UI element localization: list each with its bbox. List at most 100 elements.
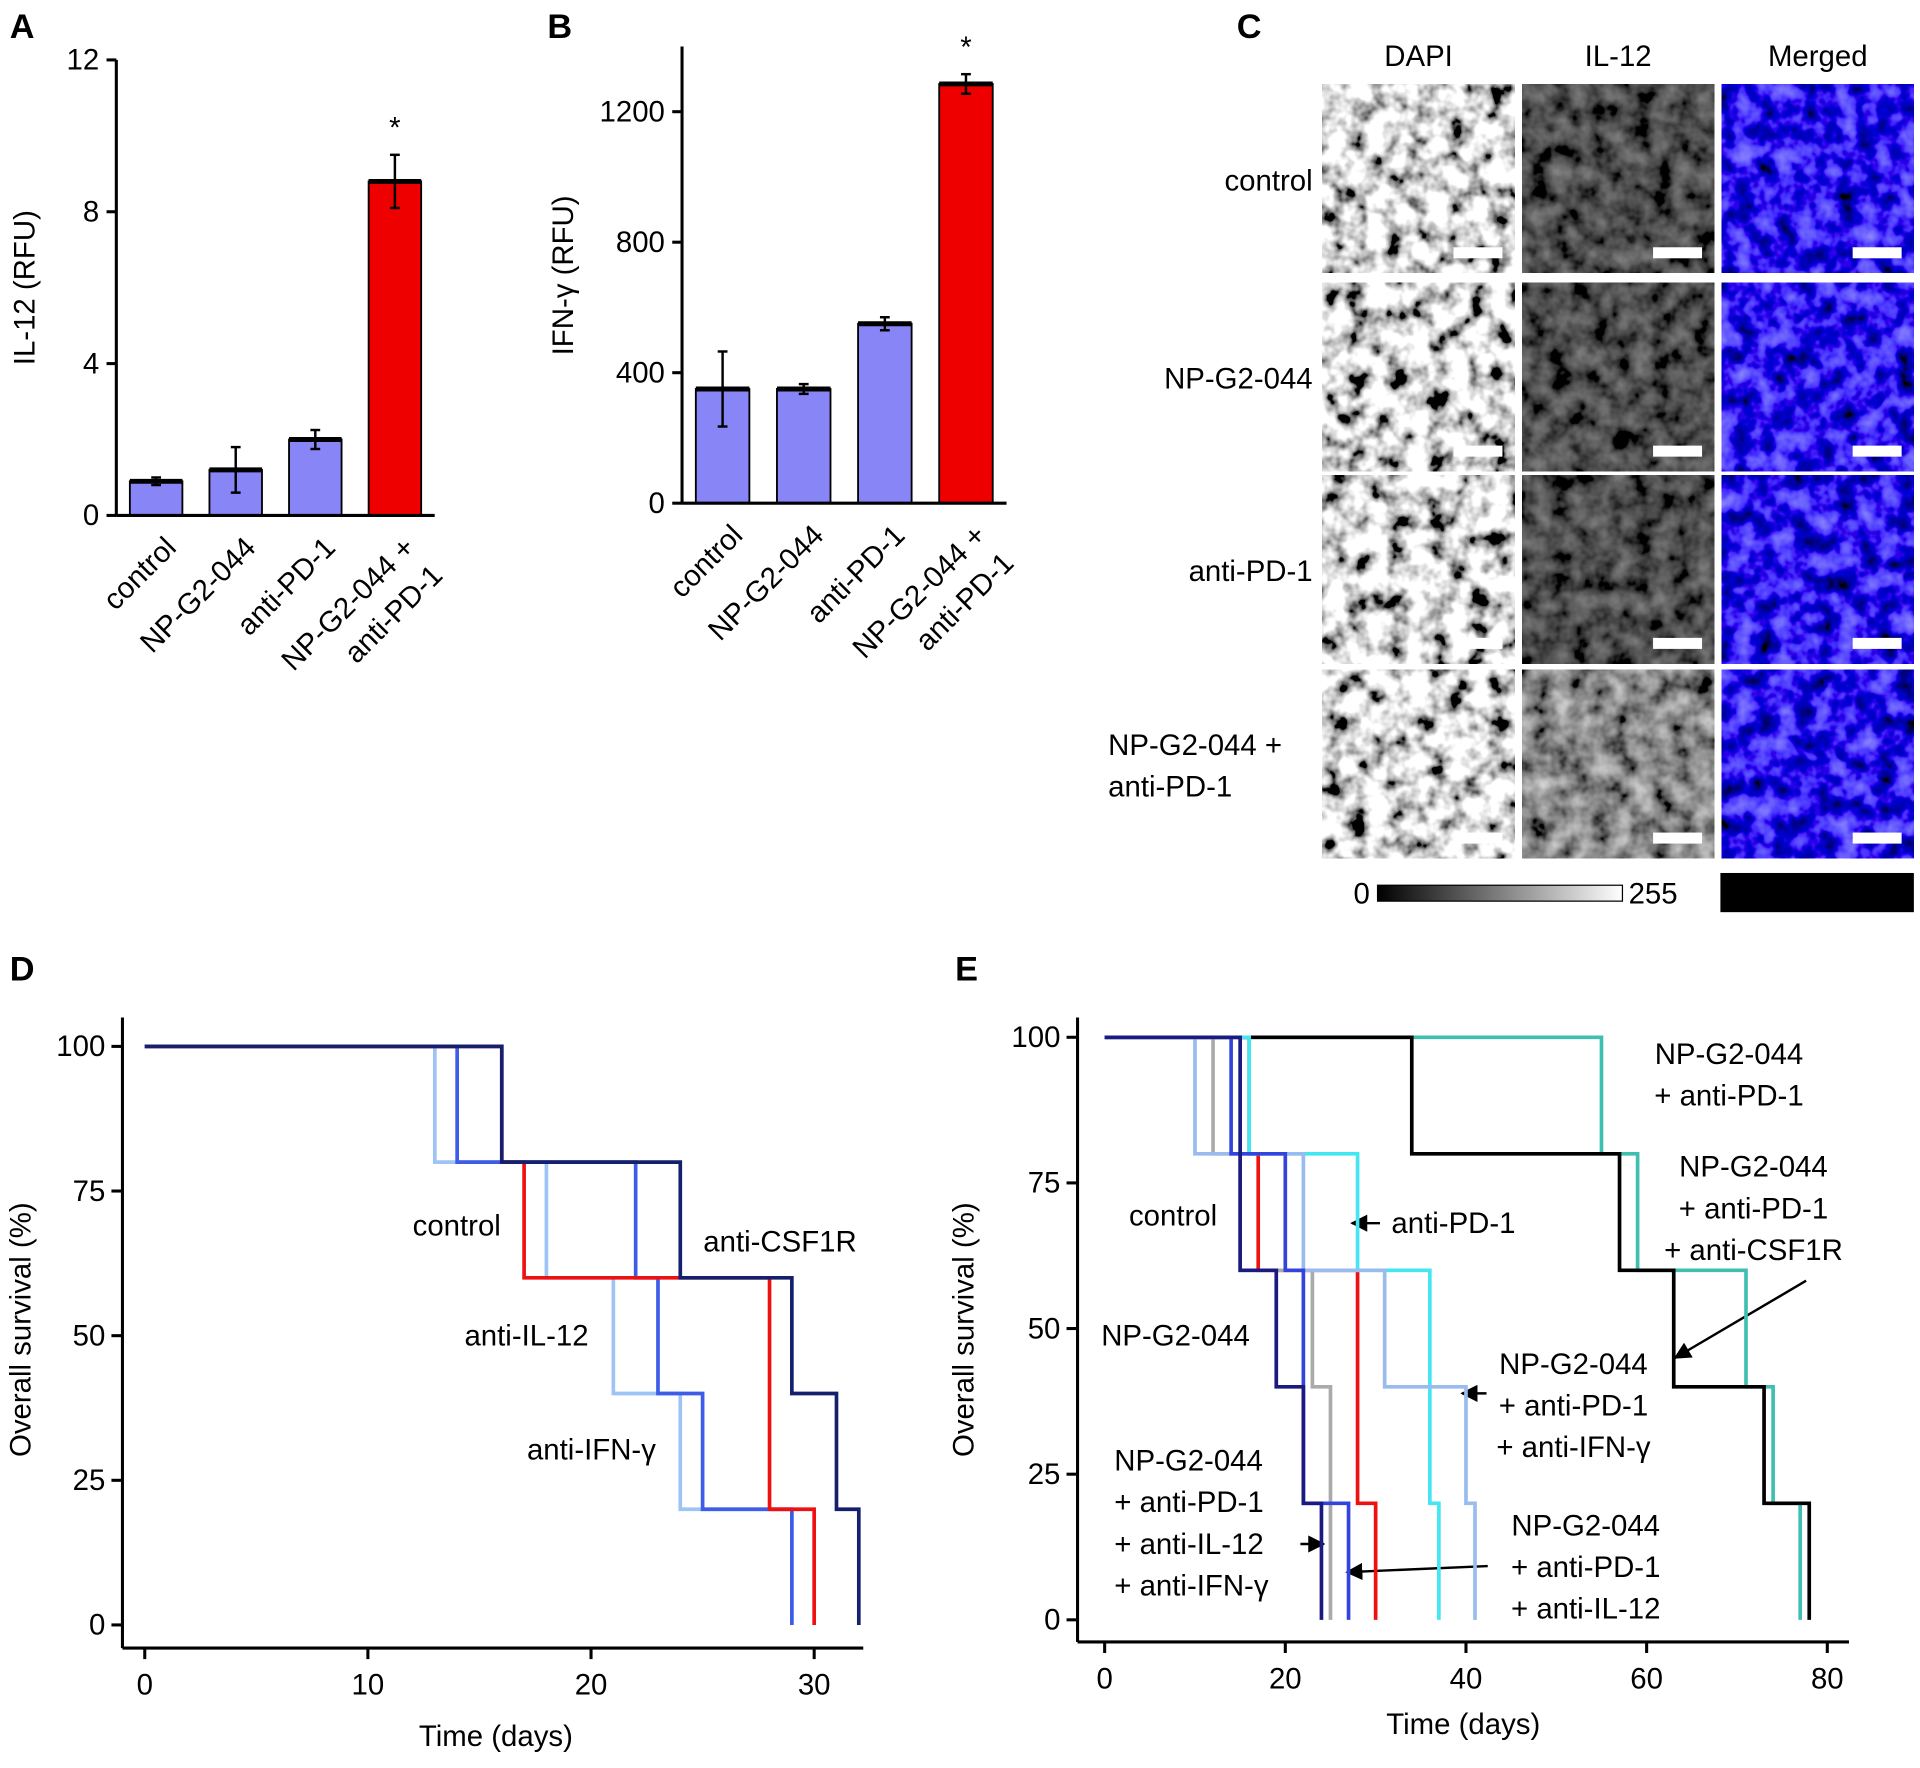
arrow xyxy=(1673,1279,1807,1359)
series-label: NP-G2-044 xyxy=(1655,1038,1804,1071)
micrograph xyxy=(1721,475,1914,664)
bar xyxy=(288,438,343,517)
bar xyxy=(367,180,423,517)
survival-line xyxy=(1104,1035,1812,1620)
column-header: DAPI xyxy=(1384,40,1453,73)
significance: * xyxy=(389,112,400,145)
legend-entry: IL-12 xyxy=(1831,878,1898,911)
bar xyxy=(776,388,832,505)
y-tick-label: 100 xyxy=(56,1030,105,1063)
series-label: + anti-PD-1 xyxy=(1511,1551,1660,1584)
scale-bar xyxy=(1852,445,1902,457)
y-axis-label: Overall survival (%) xyxy=(947,1202,980,1457)
scale-bar xyxy=(1453,445,1503,457)
scale-bar xyxy=(1453,832,1503,844)
series-label: anti-IFN-γ xyxy=(527,1434,656,1467)
micrograph xyxy=(1322,475,1515,664)
survival-line xyxy=(1104,1035,1324,1620)
micrograph xyxy=(1522,475,1715,664)
series-label: anti-CSF1R xyxy=(703,1225,856,1258)
micrograph xyxy=(1322,282,1515,472)
error-bar xyxy=(310,428,321,451)
y-tick-label: 25 xyxy=(73,1464,106,1497)
scale-bar xyxy=(1653,637,1703,649)
error-bar xyxy=(390,153,400,210)
x-tick-label: 30 xyxy=(798,1669,831,1702)
micrograph xyxy=(1522,282,1715,472)
series-label: NP-G2-044 xyxy=(1679,1151,1828,1184)
x-tick-label: 80 xyxy=(1811,1662,1844,1695)
x-tick-label: 20 xyxy=(1269,1662,1302,1695)
scale-bar xyxy=(1852,637,1902,649)
micrograph xyxy=(1721,84,1914,273)
y-tick-label: 0 xyxy=(1044,1604,1060,1637)
error-bar xyxy=(151,476,162,487)
series-label: control xyxy=(413,1209,501,1242)
error-bar xyxy=(879,316,890,332)
row-label: control xyxy=(1224,164,1312,197)
y-tick-label: 0 xyxy=(89,1609,105,1642)
column-header: Merged xyxy=(1768,40,1868,73)
y-axis-label: IL-12 (RFU) xyxy=(8,210,41,365)
y-axis-label: IFN-γ (RFU) xyxy=(547,195,580,355)
micrograph xyxy=(1522,669,1715,859)
scale-bar xyxy=(1453,247,1503,259)
scale-bar xyxy=(1852,247,1902,259)
error-bar xyxy=(717,350,728,428)
row-label: anti-PD-1 xyxy=(1108,770,1232,803)
y-tick-label: 1200 xyxy=(600,95,665,128)
x-tick-label: 20 xyxy=(575,1669,608,1702)
series-label: + anti-PD-1 xyxy=(1679,1192,1828,1225)
row-label: anti-PD-1 xyxy=(1189,555,1313,588)
y-tick-label: 0 xyxy=(83,499,99,532)
micrograph xyxy=(1322,669,1515,859)
row-label: NP-G2-044 + xyxy=(1108,729,1282,762)
scale-bar xyxy=(1852,832,1902,844)
x-tick-label: 0 xyxy=(1096,1662,1112,1695)
micrograph xyxy=(1522,84,1715,273)
survival-line xyxy=(1104,1035,1351,1620)
scale-bar xyxy=(1653,832,1703,844)
series-label: anti-IL-12 xyxy=(464,1320,588,1353)
series-label: + anti-PD-1 xyxy=(1654,1080,1803,1113)
y-tick-label: 400 xyxy=(616,356,665,389)
colorbar xyxy=(1376,884,1624,902)
series-label: NP-G2-044 xyxy=(1114,1445,1263,1478)
series-label: + anti-CSF1R xyxy=(1664,1234,1843,1267)
micrograph xyxy=(1322,84,1515,273)
arrow xyxy=(1345,1562,1488,1581)
series-label: NP-G2-044 xyxy=(1499,1348,1648,1381)
series-label: + anti-PD-1 xyxy=(1499,1389,1648,1422)
column-header: IL-12 xyxy=(1585,40,1652,73)
y-tick-label: 0 xyxy=(649,487,665,520)
series-label: + anti-IFN-γ xyxy=(1114,1569,1269,1602)
y-tick-label: 8 xyxy=(83,196,99,229)
x-axis-label: Time (days) xyxy=(1386,1708,1540,1741)
y-tick-label: 12 xyxy=(66,44,99,77)
bar xyxy=(938,83,994,505)
bar xyxy=(128,480,184,517)
error-bar xyxy=(230,445,241,494)
panel-letter: D xyxy=(10,951,35,989)
x-tick-label: 60 xyxy=(1630,1662,1663,1695)
x-tick-label: 0 xyxy=(137,1669,153,1702)
scale-bar xyxy=(1653,247,1703,259)
y-tick-label: 50 xyxy=(1028,1312,1061,1345)
y-tick-label: 75 xyxy=(1028,1167,1061,1200)
series-label: NP-G2-044 xyxy=(1101,1320,1250,1353)
scale-bar xyxy=(1453,637,1503,649)
scale-bar xyxy=(1653,445,1703,457)
y-tick-label: 50 xyxy=(73,1319,106,1352)
series-label: control xyxy=(1129,1200,1217,1233)
panel-letter: E xyxy=(955,951,978,989)
error-bar xyxy=(798,382,809,396)
y-tick-label: 4 xyxy=(83,347,99,380)
legend-box xyxy=(1720,872,1914,913)
panel-letter: C xyxy=(1237,8,1262,46)
y-tick-label: 100 xyxy=(1011,1021,1060,1054)
micrograph xyxy=(1721,282,1914,472)
micrograph xyxy=(1721,669,1914,859)
survival-line xyxy=(144,1044,861,1625)
x-axis-label: Time (days) xyxy=(419,1720,573,1753)
